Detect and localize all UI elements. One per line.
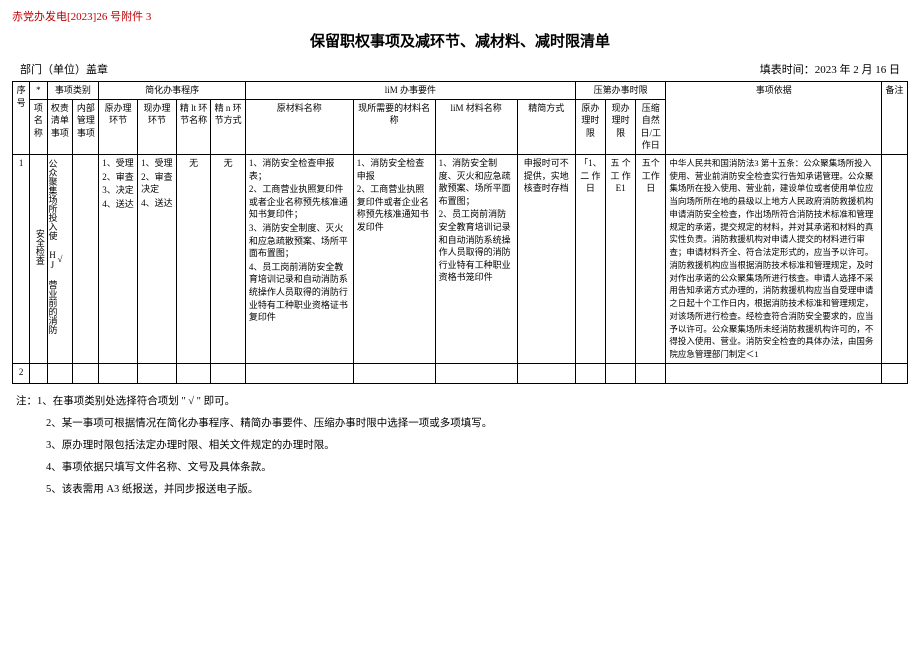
- h-orig-time: 原办理时限: [575, 99, 605, 154]
- h-req: liM 办事要件: [245, 82, 575, 100]
- table-row: 2: [13, 363, 908, 383]
- cell-seq: 1: [13, 154, 30, 363]
- list-item: 1、消防安全检查申报表；: [249, 157, 350, 182]
- h-auth: 权责清单事项: [47, 99, 73, 154]
- h-internal: 内部管理事项: [73, 99, 99, 154]
- list-item: 2、审查决定: [141, 171, 173, 196]
- dept-stamp-label: 部门（单位）盖章: [20, 61, 108, 77]
- notes-section: 注：1、在事项类别处选择符合项划 " √ " 即可。 2、某一事项可根据情况在简…: [12, 392, 908, 500]
- list-item: 1、消防安全制度、灭火和应急疏散预案、场所平面布置图；: [439, 157, 514, 207]
- h-orig-mat: 原材料名称: [245, 99, 353, 154]
- cell-remark: [882, 154, 908, 363]
- cell-reduce-way: 申报时可不提供，实地核查时存档: [517, 154, 575, 363]
- list-item: 4、送达: [102, 198, 134, 211]
- note-3: 3、原办理时限包括法定办理时限、相关文件规定的办理时限。: [16, 436, 908, 456]
- list-item: 3、消防安全制度、灭火和应急疏散预案、场所平面布置图；: [249, 222, 350, 260]
- list-item: 4、员工岗前消防安全教育培训记录和自动消防系统操作人员取得的消防行业特有工种职业…: [249, 261, 350, 324]
- cell-cut-name: 无: [176, 154, 211, 363]
- cell-now-mat: 1、消防安全检查申报2、工商营业执照复印件或者企业名称预先核准通知书发印件: [353, 154, 435, 363]
- cell-seq: 2: [13, 363, 30, 383]
- h-now-mat: 现所需要的材料名称: [353, 99, 435, 154]
- h-compress: 压缩自然日/工作日: [636, 99, 666, 154]
- h-cut-name: 精 lt 环节名称: [176, 99, 211, 154]
- cell-orig-time: 「1、二 作日: [575, 154, 605, 363]
- table-row: 1 公众聚集场所投入使 HJ 营业前的消防安全检查 √ 1、受理2、审查3、决定…: [13, 154, 908, 363]
- h-star: *: [30, 82, 47, 100]
- h-basis: 事项依据: [666, 82, 882, 155]
- note-4: 4、事项依据只填写文件名称、文号及具体条款。: [16, 458, 908, 478]
- h-mat-name: liM 材料名称: [435, 99, 517, 154]
- cell-now-time: 五 个 工 作 E1: [606, 154, 636, 363]
- h-remark: 备注: [882, 82, 908, 155]
- notes-prefix: 注：: [16, 396, 37, 407]
- list-item: 2、员工岗前消防安全教育培训记录和自动消防系统操作人员取得的消防行业特有工种职业…: [439, 208, 514, 284]
- cell-cut-way: 无: [211, 154, 246, 363]
- h-category: 事项类别: [47, 82, 99, 100]
- list-item: 2、工商营业执照复印件或者企业名称预先核准通知书发印件: [357, 183, 432, 233]
- doc-reference: 赤党办发电[2023]26 号附件 3: [12, 8, 908, 24]
- list-item: 1、消防安全检查申报: [357, 157, 432, 182]
- h-simplify: 简化办事程序: [99, 82, 246, 100]
- h-now-time: 现办理时限: [606, 99, 636, 154]
- page-title: 保留职权事项及减环节、减材料、减时限清单: [12, 30, 908, 51]
- h-now-step: 现办理环节: [138, 99, 177, 154]
- cell-orig-step: 1、受理2、审查3、决定4、送达: [99, 154, 138, 363]
- h-reduce-way: 精简方式: [517, 99, 575, 154]
- cell-now-step: 1、受理2、审查决定4、送达: [138, 154, 177, 363]
- note-5: 5、该表需用 A3 纸报送，并同步报送电子版。: [16, 480, 908, 500]
- cell-mat-name: 1、消防安全制度、灭火和应急疏散预案、场所平面布置图；2、员工岗前消防安全教育培…: [435, 154, 517, 363]
- list-item: 1、受理: [141, 157, 173, 170]
- list-item: 3、决定: [102, 184, 134, 197]
- fill-date: 填表时间：2023 年 2 月 16 日: [760, 61, 900, 77]
- cell-compress: 五个工作日: [636, 154, 666, 363]
- h-seq: 序号: [13, 82, 30, 155]
- list-item: 4、送达: [141, 197, 173, 210]
- cell-orig-mat: 1、消防安全检查申报表；2、工商营业执照复印件或者企业名称预先核准通知书复印件；…: [245, 154, 353, 363]
- cell-internal: [73, 154, 99, 363]
- cell-basis: 中华人民共和国消防法3 第十五条：公众聚集场所投入使用、营业前消防安全检查实行告…: [666, 154, 882, 363]
- main-table: 序号 * 事项类别 简化办事程序 liM 办事要件 压第办事时限 事项依据 备注…: [12, 81, 908, 384]
- note-1: 1、在事项类别处选择符合项划 " √ " 即可。: [37, 396, 235, 407]
- h-orig-step: 原办理环节: [99, 99, 138, 154]
- h-time: 压第办事时限: [575, 82, 666, 100]
- note-2: 2、某一事项可根据情况在简化办事程序、精简办事要件、压缩办事时限中选择一项或多项…: [16, 414, 908, 434]
- list-item: 2、工商营业执照复印件或者企业名称预先核准通知书复印件；: [249, 183, 350, 221]
- cell-name: 公众聚集场所投入使 HJ 营业前的消防安全检查: [30, 154, 47, 363]
- h-item-name: 项名称: [30, 99, 47, 154]
- h-cut-way: 精 n 环节方式: [211, 99, 246, 154]
- list-item: 1、受理: [102, 157, 134, 170]
- list-item: 2、审查: [102, 171, 134, 184]
